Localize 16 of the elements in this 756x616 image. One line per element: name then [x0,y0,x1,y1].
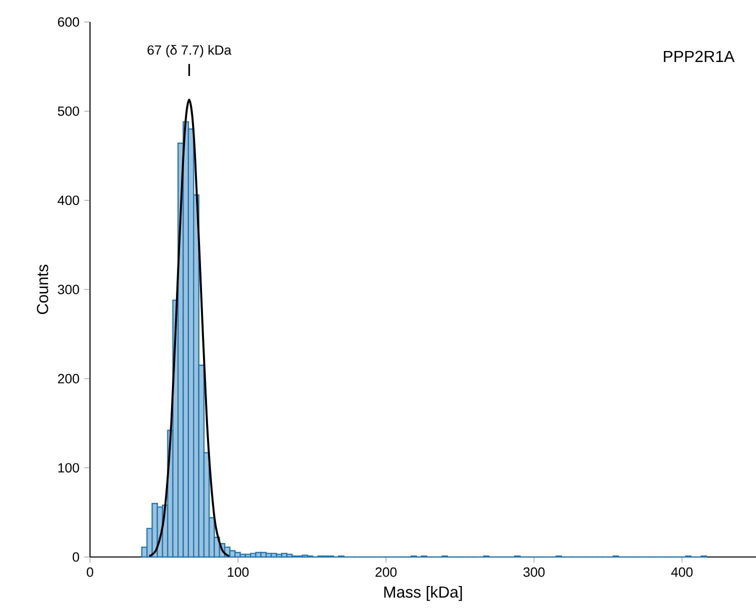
x-tick-label: 200 [376,567,397,577]
y-tick-label: 500 [58,106,80,116]
y-tick-label: 600 [58,17,80,27]
y-axis-title: Counts [36,264,48,314]
y-tick-label: 400 [58,196,80,206]
x-tick-label: 0 [86,567,94,577]
y-tick-label: 300 [58,284,80,294]
y-tick-label: 200 [58,374,80,384]
y-tick-label: 100 [58,463,80,473]
x-axis-title: Mass [kDa] [384,586,462,601]
annotation: PPP2R1A [664,50,735,62]
x-tick-label: 100 [228,567,249,577]
y-tick-label: 0 [72,552,80,562]
annotation: 67 (δ 7.7) kDa [148,44,232,58]
x-tick-label: 300 [523,567,545,577]
x-tick-label: 400 [671,567,693,577]
